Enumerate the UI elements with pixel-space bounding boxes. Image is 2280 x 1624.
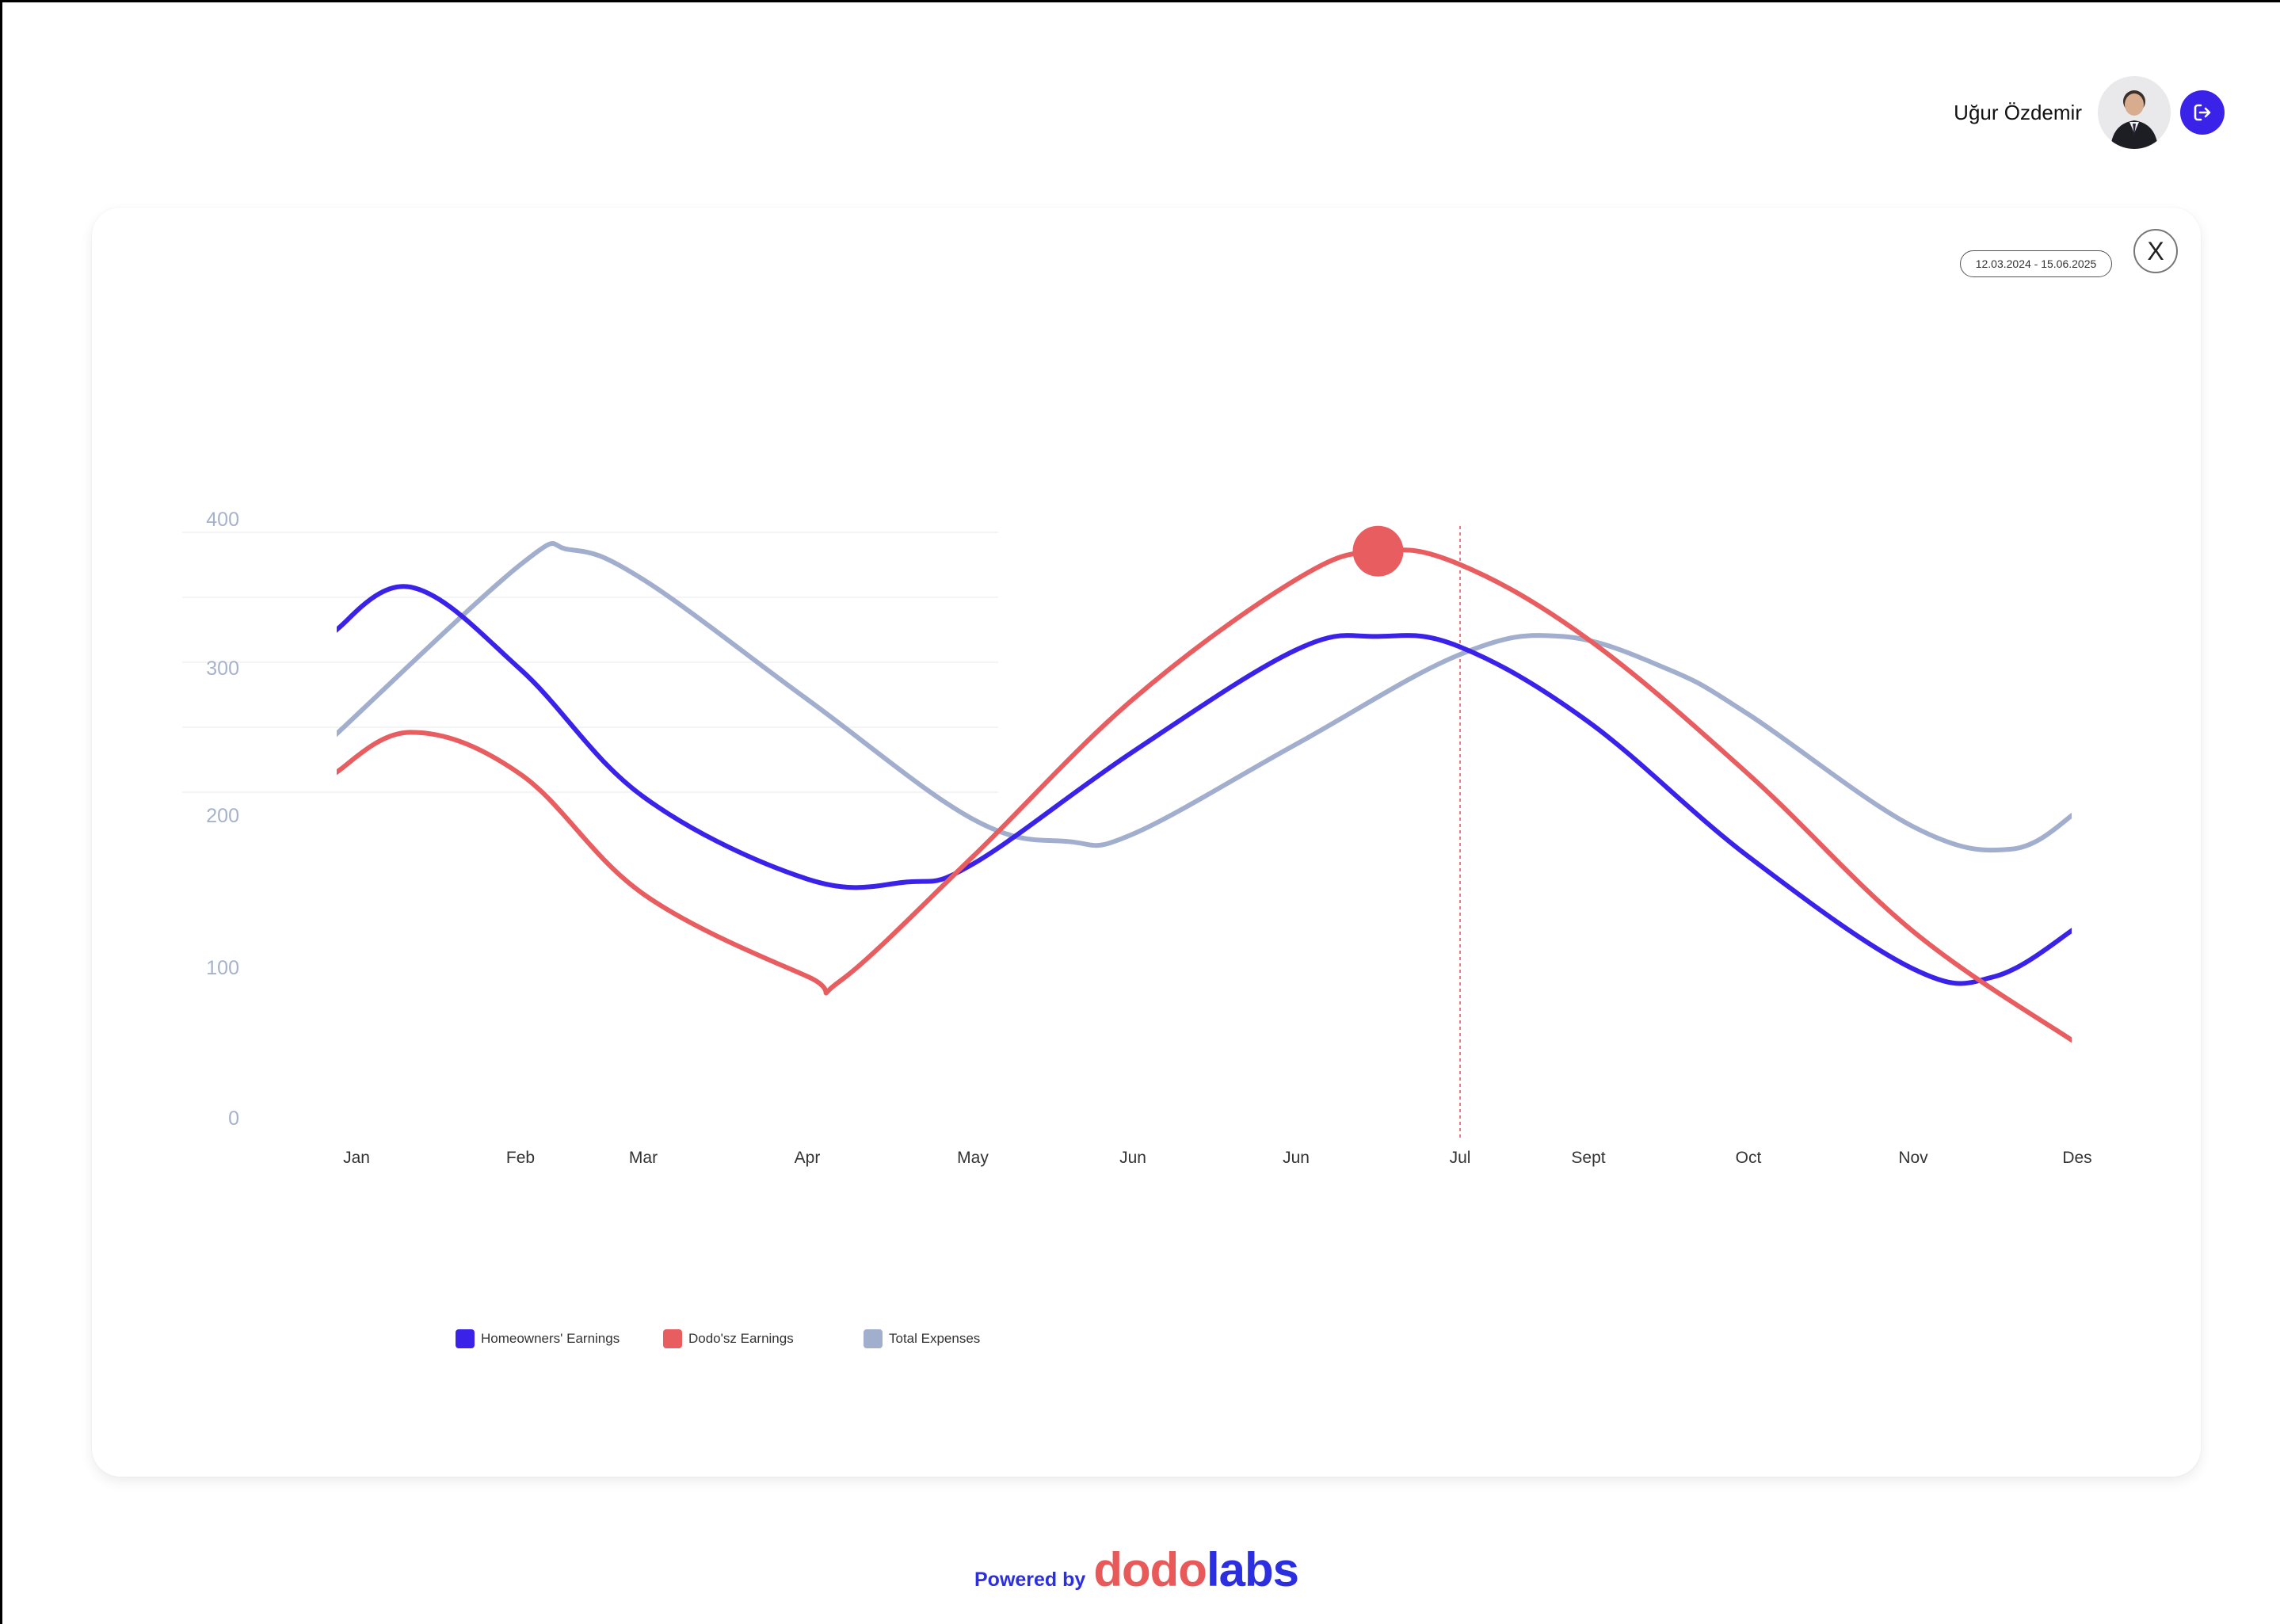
powered-by-text: Powered by bbox=[974, 1569, 1086, 1591]
user-name: Uğur Özdemir bbox=[1954, 100, 2082, 124]
legend-item-expenses: Total Expenses bbox=[864, 1329, 980, 1348]
brand-logo: dodolabs bbox=[1093, 1543, 1299, 1596]
x-tick-label: Apr bbox=[795, 1149, 821, 1167]
x-tick-label: Nov bbox=[1898, 1149, 1928, 1167]
y-tick-label: 300 bbox=[206, 658, 239, 680]
legend-label-dodosz: Dodo'sz Earnings bbox=[688, 1331, 794, 1346]
legend-swatch-homeowners bbox=[456, 1329, 475, 1348]
x-tick-label: May bbox=[957, 1149, 989, 1167]
x-tick-label: Oct bbox=[1736, 1149, 1762, 1167]
series-line-dodosz bbox=[337, 547, 2072, 1043]
y-tick-label: 0 bbox=[228, 1107, 239, 1130]
x-tick-label: Feb bbox=[506, 1149, 535, 1167]
legend-swatch-expenses bbox=[864, 1329, 883, 1348]
close-button[interactable]: X bbox=[2133, 229, 2178, 273]
series-line-expenses bbox=[337, 541, 2072, 853]
brand-logo-part1: dodo bbox=[1093, 1543, 1207, 1596]
series-line-homeowners bbox=[337, 584, 2072, 986]
y-tick-label: 200 bbox=[206, 805, 239, 827]
x-tick-label: Sept bbox=[1571, 1149, 1605, 1167]
x-tick-label: Jun bbox=[1119, 1149, 1146, 1167]
x-tick-label: Mar bbox=[629, 1149, 658, 1167]
brand-logo-part2: labs bbox=[1206, 1543, 1299, 1596]
x-tick-label: Jun bbox=[1283, 1149, 1310, 1167]
logout-icon bbox=[2194, 104, 2211, 121]
x-tick-label: Jan bbox=[343, 1149, 370, 1167]
user-menu: Uğur Özdemir bbox=[1954, 74, 2225, 151]
powered-by-footer: Powered by dodolabs bbox=[974, 1543, 1299, 1596]
window-frame-left bbox=[0, 0, 2, 1624]
legend-item-homeowners: Homeowners' Earnings bbox=[456, 1329, 620, 1348]
legend-label-expenses: Total Expenses bbox=[889, 1331, 981, 1346]
chart-card: 12.03.2024 - 15.06.2025 X bbox=[92, 208, 2201, 1477]
x-tick-label: Jul bbox=[1450, 1149, 1471, 1167]
legend-label-homeowners: Homeowners' Earnings bbox=[481, 1331, 620, 1346]
date-range-picker[interactable]: 12.03.2024 - 15.06.2025 bbox=[1960, 250, 2112, 277]
highlight-point bbox=[1352, 525, 1404, 577]
legend-item-dodosz: Dodo'sz Earnings bbox=[663, 1329, 794, 1348]
window-frame-top bbox=[0, 0, 2280, 2]
logout-button[interactable] bbox=[2180, 90, 2225, 135]
y-tick-label: 400 bbox=[206, 509, 239, 531]
user-avatar-icon[interactable] bbox=[2098, 76, 2171, 149]
y-tick-label: 100 bbox=[206, 957, 239, 979]
legend-swatch-dodosz bbox=[663, 1329, 682, 1348]
x-tick-label: Des bbox=[2062, 1149, 2091, 1167]
